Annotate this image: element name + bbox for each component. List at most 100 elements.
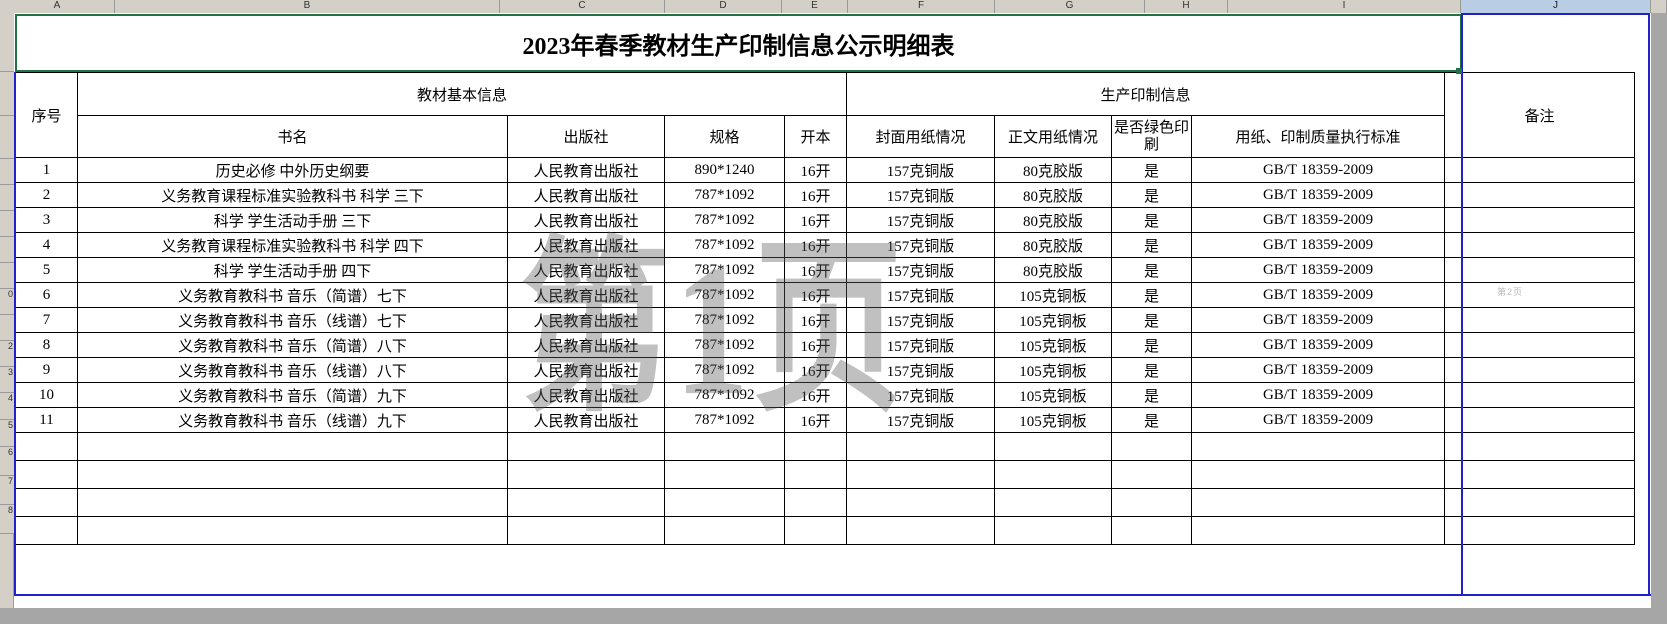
cell-empty[interactable]	[994, 516, 1113, 545]
cell-remark[interactable]	[1444, 307, 1636, 333]
cell-cover-paper[interactable]: 157克铜版	[846, 357, 996, 383]
cell-remark[interactable]	[1444, 407, 1636, 433]
row-header[interactable]	[0, 116, 14, 159]
cell-spec[interactable]: 787*1092	[664, 307, 785, 333]
cell-empty[interactable]	[1191, 432, 1446, 461]
cell-empty[interactable]	[507, 460, 665, 489]
cell-empty[interactable]	[77, 460, 508, 489]
cell-empty[interactable]	[664, 488, 785, 517]
column-header-i[interactable]: I	[1228, 0, 1461, 13]
cell-empty[interactable]	[994, 488, 1113, 517]
cell-publisher[interactable]: 人民教育出版社	[507, 407, 665, 433]
cell-format[interactable]: 16开	[783, 382, 848, 408]
cell-book-name[interactable]: 义务教育教科书 音乐（简谱）九下	[77, 382, 508, 408]
cell-format[interactable]: 16开	[783, 232, 848, 258]
cell-green-print[interactable]: 是	[1111, 307, 1193, 333]
cell-spec[interactable]: 787*1092	[664, 232, 785, 258]
cell-standard[interactable]: GB/T 18359-2009	[1191, 182, 1446, 208]
cell-empty[interactable]	[783, 460, 848, 489]
cell-green-print[interactable]: 是	[1111, 407, 1193, 433]
cell-standard[interactable]: GB/T 18359-2009	[1191, 232, 1446, 258]
cell-body-paper[interactable]: 80克胶版	[994, 207, 1113, 233]
cell-remark[interactable]	[1444, 207, 1636, 233]
cell-seq[interactable]: 10	[15, 382, 78, 408]
cell-spec[interactable]: 787*1092	[664, 407, 785, 433]
cell-spec[interactable]: 787*1092	[664, 382, 785, 408]
cell-publisher[interactable]: 人民教育出版社	[507, 207, 665, 233]
cell-body-paper[interactable]: 80克胶版	[994, 182, 1113, 208]
cell-empty[interactable]	[783, 516, 848, 545]
cell-standard[interactable]: GB/T 18359-2009	[1191, 357, 1446, 383]
row-header[interactable]: 2	[0, 341, 14, 367]
cell-spec[interactable]: 787*1092	[664, 332, 785, 358]
cell-book-name[interactable]: 义务教育教科书 音乐（简谱）八下	[77, 332, 508, 358]
row-header[interactable]: 4	[0, 393, 14, 420]
cell-book-name[interactable]: 义务教育教科书 音乐（线谱）八下	[77, 357, 508, 383]
cell-empty[interactable]	[1191, 460, 1446, 489]
cell-body-paper[interactable]: 80克胶版	[994, 232, 1113, 258]
cell-remark[interactable]	[1444, 382, 1636, 408]
cell-standard[interactable]: GB/T 18359-2009	[1191, 257, 1446, 283]
cell-empty[interactable]	[783, 488, 848, 517]
cell-empty[interactable]	[15, 488, 78, 517]
cell-spec[interactable]: 787*1092	[664, 257, 785, 283]
table-row[interactable]: 1 历史必修 中外历史纲要 人民教育出版社 890*1240 16开 157克铜版 80克胶…	[15, 157, 1636, 183]
cell-book-name[interactable]: 科学 学生活动手册 三下	[77, 207, 508, 233]
row-header[interactable]: 0	[0, 289, 14, 315]
cell-empty[interactable]	[664, 460, 785, 489]
cell-empty[interactable]	[77, 488, 508, 517]
row-header[interactable]: 3	[0, 367, 14, 393]
table-row-empty[interactable]	[15, 488, 1636, 517]
cell-empty[interactable]	[1111, 488, 1193, 517]
table-row[interactable]: 3 科学 学生活动手册 三下 人民教育出版社 787*1092 16开 157克铜版 80克…	[15, 207, 1636, 233]
cell-cover-paper[interactable]: 157克铜版	[846, 307, 996, 333]
cell-standard[interactable]: GB/T 18359-2009	[1191, 307, 1446, 333]
cell-empty[interactable]	[1444, 460, 1636, 489]
table-row[interactable]: 11 义务教育教科书 音乐（线谱）九下 人民教育出版社 787*1092 16开 157克…	[15, 407, 1636, 433]
row-header[interactable]	[0, 13, 14, 72]
cell-cover-paper[interactable]: 157克铜版	[846, 257, 996, 283]
table-row[interactable]: 8 义务教育教科书 音乐（简谱）八下 人民教育出版社 787*1092 16开 157克铜…	[15, 332, 1636, 358]
row-header-gutter[interactable]: 0 2 3 4 5 6 7 8	[0, 13, 14, 624]
cell-format[interactable]: 16开	[783, 157, 848, 183]
row-header[interactable]	[0, 185, 14, 211]
cell-book-name[interactable]: 义务教育教科书 音乐（线谱）九下	[77, 407, 508, 433]
table-row-empty[interactable]	[15, 516, 1636, 545]
cell-book-name[interactable]: 义务教育教科书 音乐（线谱）七下	[77, 307, 508, 333]
cell-publisher[interactable]: 人民教育出版社	[507, 282, 665, 308]
cell-standard[interactable]: GB/T 18359-2009	[1191, 157, 1446, 183]
column-header-f[interactable]: F	[848, 0, 995, 13]
cell-empty[interactable]	[15, 432, 78, 461]
cell-remark[interactable]	[1444, 157, 1636, 183]
cell-empty[interactable]	[846, 488, 996, 517]
cell-empty[interactable]	[1111, 432, 1193, 461]
cell-remark[interactable]	[1444, 332, 1636, 358]
cell-publisher[interactable]: 人民教育出版社	[507, 182, 665, 208]
cell-green-print[interactable]: 是	[1111, 207, 1193, 233]
cell-book-name[interactable]: 义务教育课程标准实验教科书 科学 四下	[77, 232, 508, 258]
cell-empty[interactable]	[994, 432, 1113, 461]
cell-empty[interactable]	[1191, 516, 1446, 545]
cell-empty[interactable]	[507, 488, 665, 517]
cell-seq[interactable]: 5	[15, 257, 78, 283]
column-header-strip[interactable]: A B C D E F G H I J	[0, 0, 1667, 13]
cell-empty[interactable]	[664, 432, 785, 461]
active-range-handle[interactable]	[1456, 68, 1462, 74]
cell-green-print[interactable]: 是	[1111, 232, 1193, 258]
cell-remark[interactable]	[1444, 282, 1636, 308]
cell-publisher[interactable]: 人民教育出版社	[507, 257, 665, 283]
cell-format[interactable]: 16开	[783, 207, 848, 233]
cell-standard[interactable]: GB/T 18359-2009	[1191, 382, 1446, 408]
cell-green-print[interactable]: 是	[1111, 382, 1193, 408]
cell-format[interactable]: 16开	[783, 407, 848, 433]
row-header[interactable]	[0, 263, 14, 289]
row-header[interactable]	[0, 211, 14, 237]
cell-remark[interactable]	[1444, 357, 1636, 383]
column-header-d[interactable]: D	[665, 0, 782, 13]
cell-cover-paper[interactable]: 157克铜版	[846, 407, 996, 433]
sheet-canvas[interactable]: 2023年春季教材生产印制信息公示明细表 序号 教材基本信息	[15, 14, 1649, 610]
cell-cover-paper[interactable]: 157克铜版	[846, 232, 996, 258]
cell-book-name[interactable]: 义务教育课程标准实验教科书 科学 三下	[77, 182, 508, 208]
row-header[interactable]	[0, 315, 14, 341]
cell-empty[interactable]	[1444, 516, 1636, 545]
